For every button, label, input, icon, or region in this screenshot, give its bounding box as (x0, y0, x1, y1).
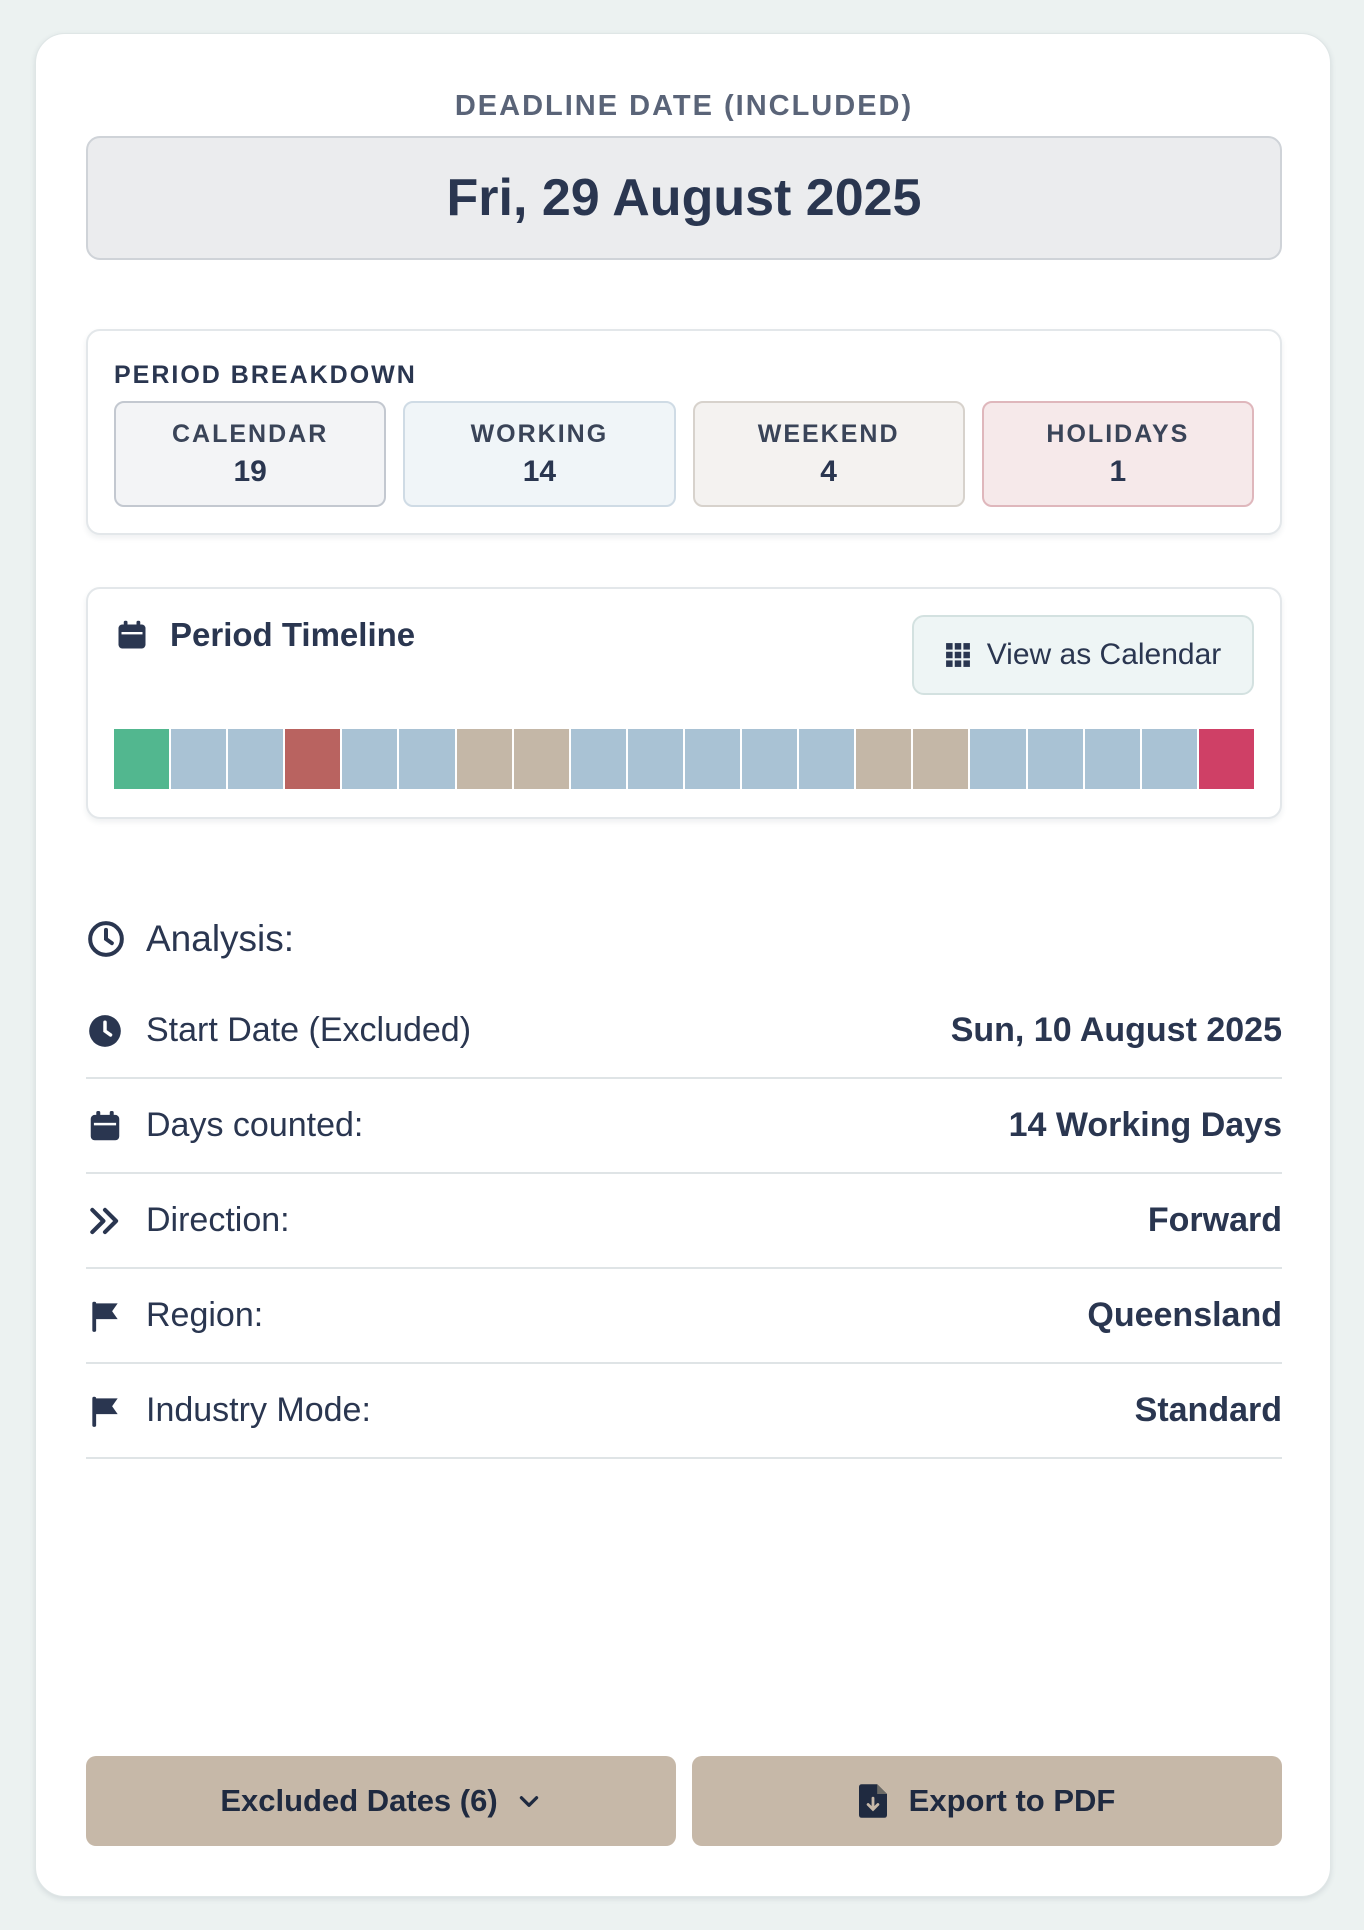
chevron-down-icon (519, 1796, 538, 1807)
timeline-day-working (1084, 729, 1142, 789)
row-label: Region: (146, 1296, 264, 1334)
calendar-days-tile: CALENDAR 19 (114, 401, 387, 507)
grid-icon (945, 643, 970, 667)
tile-value: 14 (522, 454, 557, 488)
tile-value: 4 (820, 454, 837, 488)
row-value: Standard (1134, 1391, 1282, 1429)
timeline-day-weekend (856, 729, 914, 789)
row-label: Industry Mode: (146, 1391, 371, 1429)
timeline-day-weekend (913, 729, 971, 789)
timeline-day-working (799, 729, 857, 789)
tile-label: WORKING (470, 419, 609, 448)
analysis-row-days-counted: Days counted: 14 Working Days (86, 1079, 1282, 1174)
row-value: Queensland (1087, 1296, 1282, 1334)
timeline-heading: Period Timeline (114, 615, 415, 655)
timeline-day-working (228, 729, 286, 789)
clock-outline-icon (88, 921, 124, 957)
timeline-day-working (684, 729, 743, 789)
calendar-icon (90, 1110, 120, 1140)
timeline-day-start (114, 729, 172, 789)
timeline-strip (114, 729, 1254, 789)
holidays-tile: HOLIDAYS 1 (981, 401, 1254, 507)
export-pdf-button[interactable]: Export to PDF (692, 1756, 1282, 1846)
timeline-title: Period Timeline (170, 616, 416, 653)
timeline-day-working (627, 729, 685, 789)
weekend-days-tile: WEEKEND 4 (692, 401, 965, 507)
flag-icon (92, 1301, 118, 1332)
analysis-title: Analysis: (146, 918, 295, 959)
analysis-row-start-date: Start Date (Excluded) Sun, 10 August 202… (86, 984, 1282, 1079)
tile-label: CALENDAR (171, 419, 329, 448)
analysis-list: Start Date (Excluded) Sun, 10 August 202… (86, 984, 1282, 1459)
breakdown-title: PERIOD BREAKDOWN (114, 361, 417, 389)
timeline-day-working (570, 729, 628, 789)
file-export-icon (858, 1784, 887, 1818)
timeline-day-working (171, 729, 229, 789)
row-value: 14 Working Days (1008, 1106, 1282, 1144)
excluded-dates-button[interactable]: Excluded Dates (6) (86, 1756, 676, 1846)
tile-value: 1 (1109, 454, 1127, 488)
timeline-day-working (1027, 729, 1085, 789)
deadline-label: DEADLINE DATE (INCLUDED) (454, 90, 914, 122)
timeline-day-deadline (1198, 729, 1254, 789)
row-label: Days counted: (146, 1106, 364, 1144)
period-timeline-panel: Period Timeline View as Calendar (86, 587, 1282, 819)
timeline-day-working (970, 729, 1028, 789)
timeline-day-weekend (513, 729, 571, 789)
timeline-day-working (399, 729, 457, 789)
analysis-row-industry-mode: Industry Mode: Standard (86, 1364, 1282, 1459)
tile-label: WEEKEND (757, 419, 900, 448)
row-label: Start Date (Excluded) (146, 1011, 472, 1049)
row-label: Direction: (146, 1201, 290, 1239)
timeline-day-working (742, 729, 800, 789)
period-breakdown-panel: PERIOD BREAKDOWN CALENDAR 19 WORKING 14 … (86, 329, 1282, 535)
clock-icon (89, 1014, 121, 1047)
analysis-row-region: Region: Queensland (86, 1269, 1282, 1364)
calendar-icon (118, 620, 146, 649)
working-days-tile: WORKING 14 (403, 401, 676, 507)
export-pdf-label: Export to PDF (908, 1783, 1116, 1818)
row-value: Forward (1147, 1201, 1282, 1239)
deadline-value: Fri, 29 August 2025 (86, 136, 1282, 260)
double-chevron-right-icon (90, 1207, 119, 1234)
row-value: Sun, 10 August 2025 (950, 1011, 1282, 1049)
analysis-heading: Analysis: (86, 914, 294, 964)
excluded-dates-label: Excluded Dates (6) (220, 1783, 498, 1818)
tile-value: 19 (233, 454, 267, 488)
result-card: DEADLINE DATE (INCLUDED) Fri, 29 August … (35, 33, 1331, 1897)
timeline-day-holiday (285, 729, 343, 789)
timeline-day-working (1141, 729, 1199, 789)
analysis-row-direction: Direction: Forward (86, 1174, 1282, 1269)
view-as-calendar-button[interactable]: View as Calendar (912, 615, 1254, 695)
tile-label: HOLIDAYS (1046, 419, 1190, 448)
flag-icon (92, 1396, 118, 1427)
view-as-calendar-label: View as Calendar (986, 638, 1222, 671)
timeline-day-weekend (456, 729, 514, 789)
timeline-day-working (342, 729, 400, 789)
